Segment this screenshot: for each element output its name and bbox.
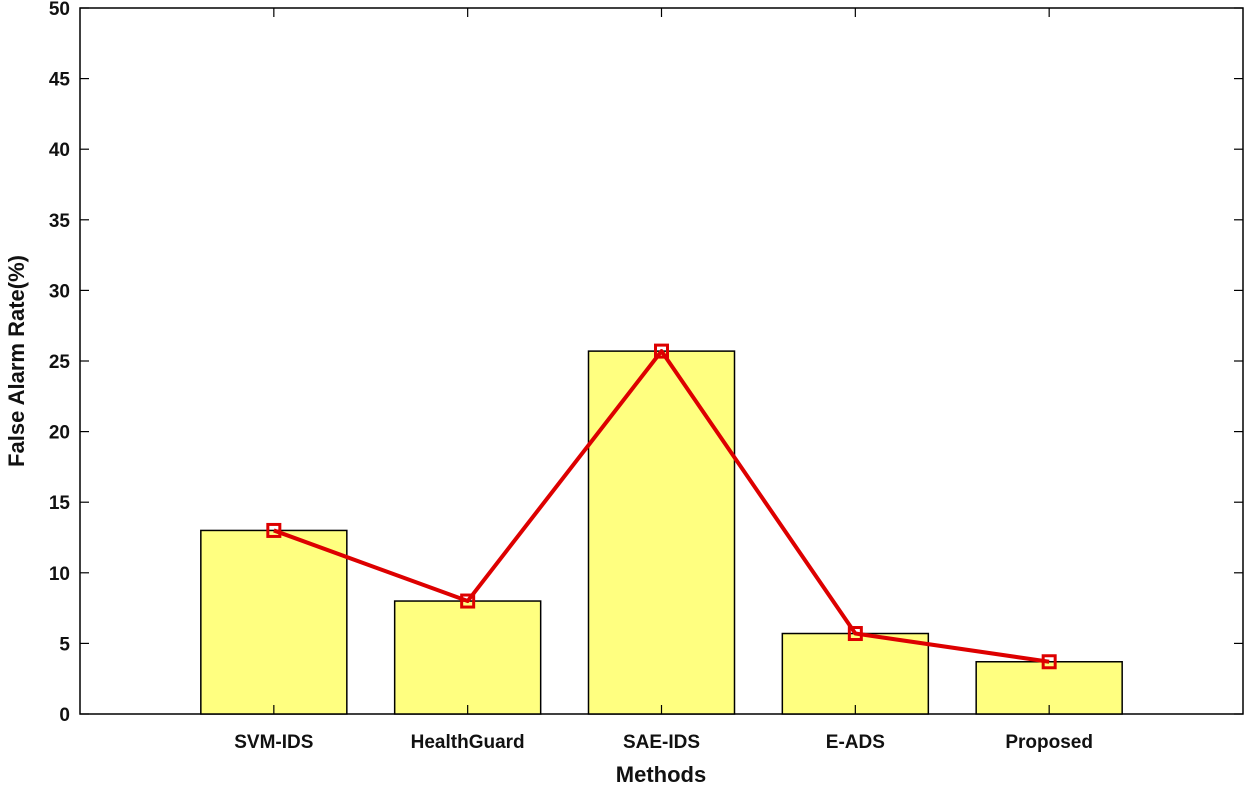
x-tick-label: SAE-IDS <box>623 732 700 753</box>
y-axis-title: False Alarm Rate(%) <box>4 255 29 467</box>
x-axis-labels: SVM-IDS HealthGuard SAE-IDS E-ADS Proposed <box>234 8 1093 753</box>
x-tick-label: HealthGuard <box>411 732 525 753</box>
bar-e-ads <box>781 632 930 715</box>
y-tick-label: 50 <box>49 0 70 20</box>
line-point-healthguard <box>460 593 476 609</box>
y-tick-label: 25 <box>49 352 71 373</box>
line-series <box>266 343 1057 670</box>
x-axis-title: Methods <box>616 762 706 787</box>
x-tick-label: E-ADS <box>826 732 885 753</box>
y-tick-label: 0 <box>59 705 70 726</box>
y-tick-label: 40 <box>49 140 70 161</box>
y-tick-label: 10 <box>49 564 70 585</box>
y-tick-label: 5 <box>59 634 70 655</box>
line-path <box>273 349 1050 664</box>
bar-sae-ids <box>587 350 736 715</box>
line-point-proposed <box>1041 654 1057 670</box>
x-tick-label: SVM-IDS <box>234 732 313 753</box>
bar-svm-ids <box>200 529 348 715</box>
bar-healthguard <box>393 600 542 715</box>
line-point-svm-ids <box>266 522 282 538</box>
y-axis-ticks: 0 5 10 15 20 25 30 35 40 45 50 <box>49 0 1243 726</box>
line-point-sae-ids <box>654 343 669 359</box>
y-tick-label: 20 <box>49 423 70 444</box>
y-tick-label: 30 <box>49 281 70 302</box>
x-tick-label: Proposed <box>1005 732 1093 753</box>
bar-series <box>200 350 1123 715</box>
y-tick-label: 45 <box>49 70 71 91</box>
y-tick-label: 35 <box>49 211 71 232</box>
line-point-e-ads <box>847 626 863 642</box>
y-tick-label: 15 <box>49 493 71 514</box>
